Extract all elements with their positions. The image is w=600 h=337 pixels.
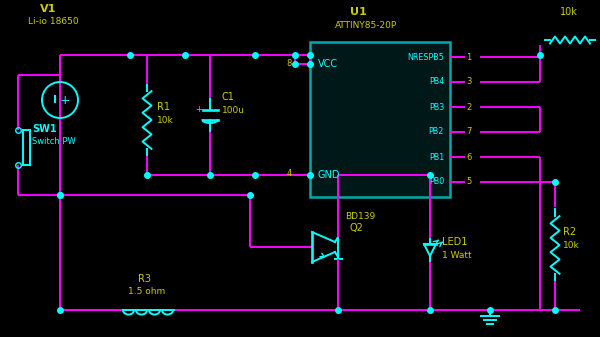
Text: PB2: PB2 <box>428 127 444 136</box>
Text: I: I <box>53 95 57 105</box>
Text: NRESPB5: NRESPB5 <box>407 53 444 61</box>
Text: GND: GND <box>318 170 341 180</box>
Text: 1.5 ohm: 1.5 ohm <box>128 287 165 296</box>
Text: 2: 2 <box>466 102 471 112</box>
Text: R2: R2 <box>563 227 576 237</box>
Text: V1: V1 <box>40 4 56 14</box>
Text: Li-io 18650: Li-io 18650 <box>28 17 79 26</box>
Text: 5: 5 <box>466 178 471 186</box>
Text: BD139: BD139 <box>345 212 375 221</box>
FancyBboxPatch shape <box>310 42 450 197</box>
Text: 10k: 10k <box>157 116 174 125</box>
Text: +: + <box>195 104 202 114</box>
Text: 4: 4 <box>287 170 292 179</box>
Text: R3: R3 <box>138 274 151 284</box>
Text: C1: C1 <box>222 92 235 102</box>
Text: SW1: SW1 <box>32 124 56 134</box>
Text: PB4: PB4 <box>429 78 444 87</box>
Text: 6: 6 <box>466 153 472 161</box>
Text: VCC: VCC <box>318 59 338 69</box>
Text: +: + <box>59 93 70 106</box>
Text: ATTINY85-20P: ATTINY85-20P <box>335 21 397 30</box>
Text: LED1: LED1 <box>442 237 467 247</box>
Text: U1: U1 <box>350 7 367 17</box>
Text: PB0: PB0 <box>429 178 444 186</box>
Text: 1: 1 <box>466 53 471 61</box>
Text: 7: 7 <box>466 127 472 136</box>
Text: 1 Watt: 1 Watt <box>442 251 472 260</box>
Text: Switch PW: Switch PW <box>32 137 76 146</box>
Text: 100u: 100u <box>222 106 245 115</box>
Text: R1: R1 <box>157 102 170 112</box>
Text: 10k: 10k <box>560 7 578 17</box>
Text: Q2: Q2 <box>350 223 364 233</box>
Text: 8: 8 <box>287 59 292 67</box>
Text: 10k: 10k <box>563 241 580 250</box>
Text: PB1: PB1 <box>429 153 444 161</box>
Text: PB3: PB3 <box>429 102 444 112</box>
Text: 3: 3 <box>466 78 472 87</box>
